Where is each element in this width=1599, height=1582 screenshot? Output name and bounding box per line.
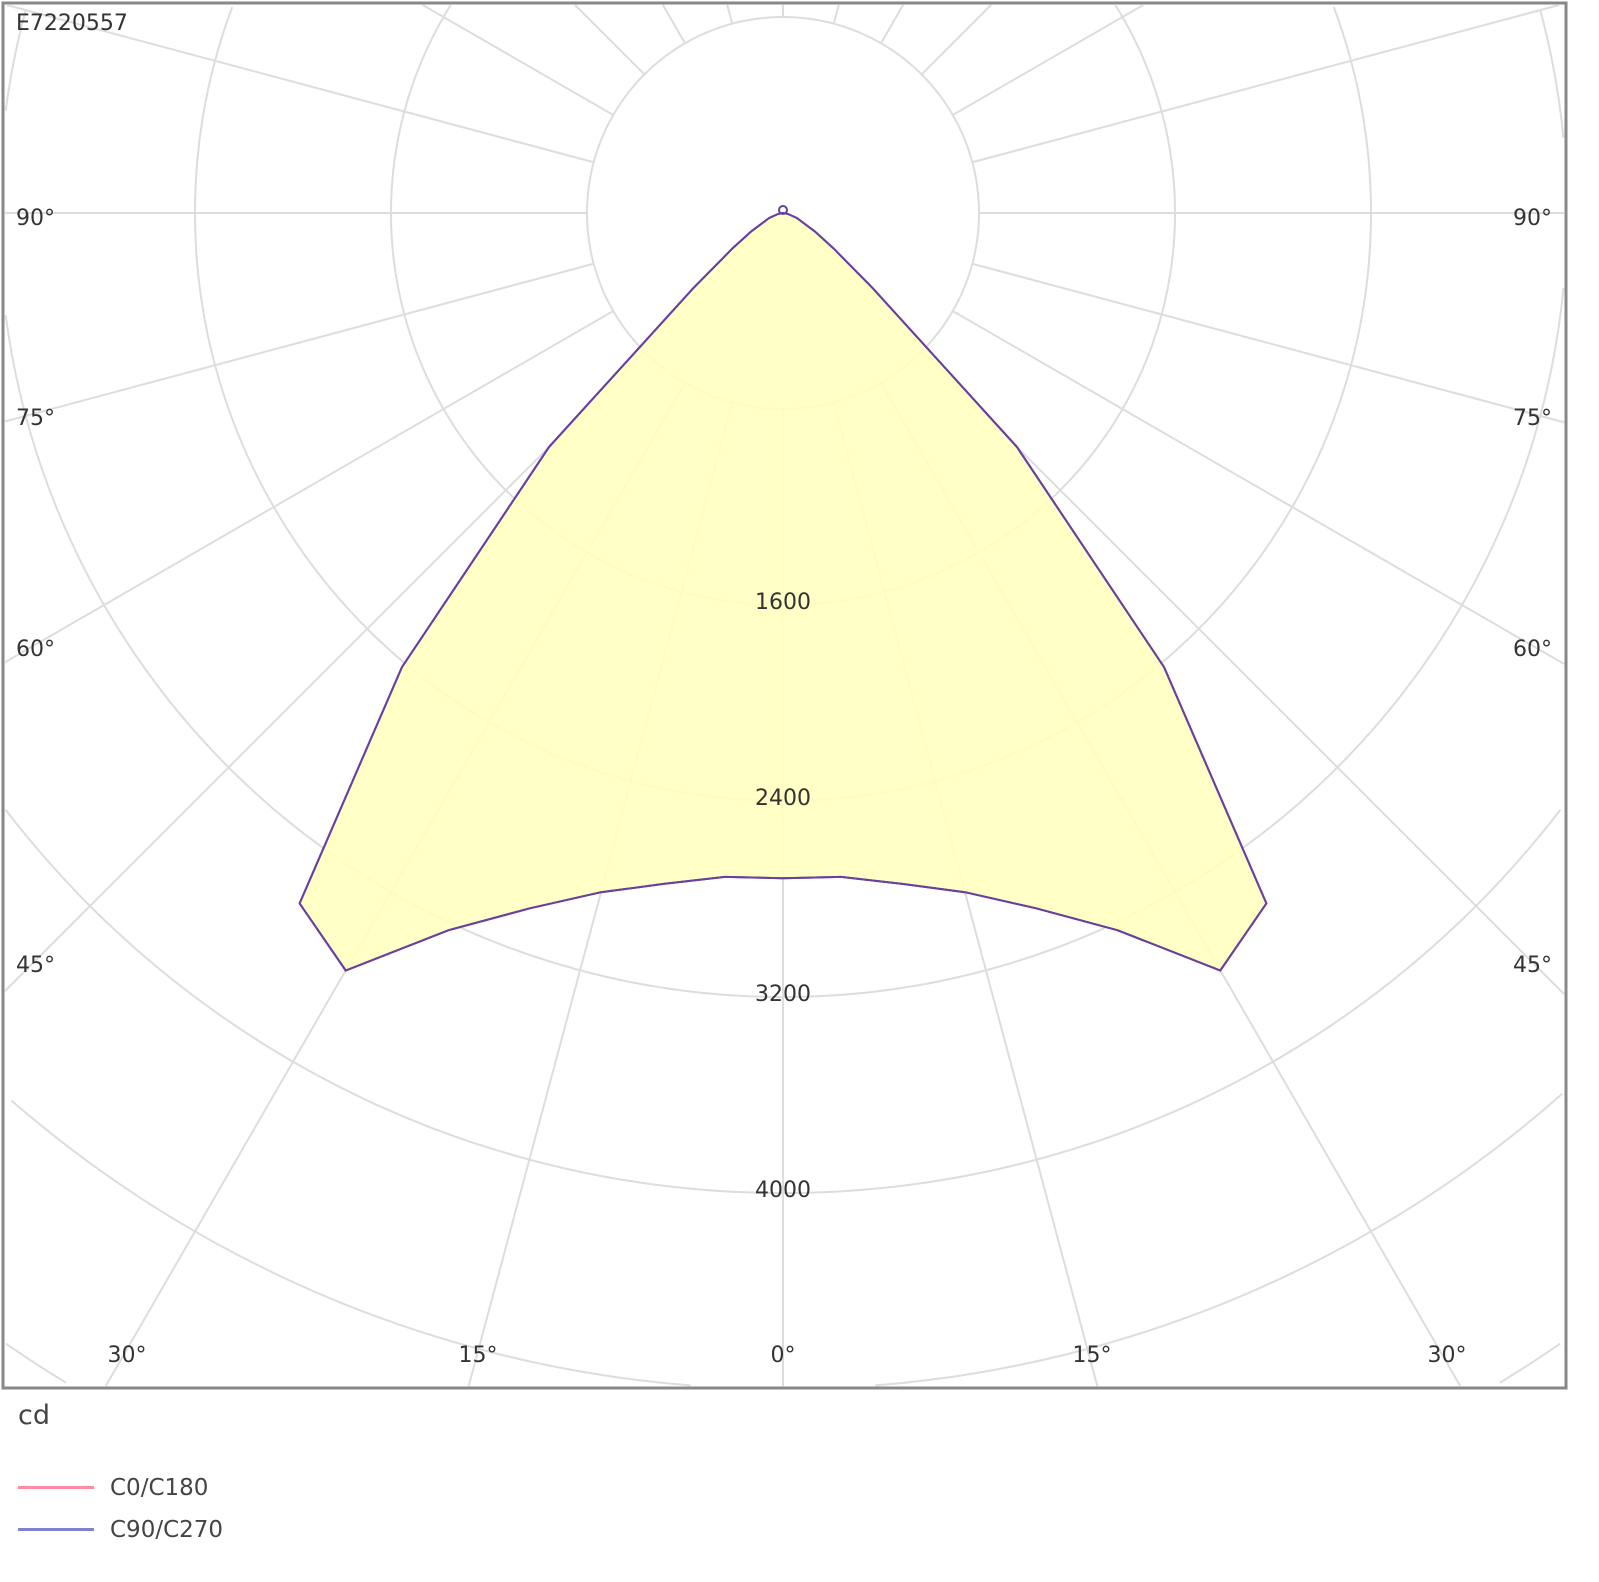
chart-title: E7220557 xyxy=(16,11,128,36)
angle-tick-label: 60° xyxy=(16,637,55,662)
grid-spoke xyxy=(4,310,614,664)
grid-spoke xyxy=(726,4,734,24)
angle-tick-label: 30° xyxy=(1428,1343,1467,1368)
angle-tick-label: 75° xyxy=(1513,406,1552,431)
radial-tick-label: 3200 xyxy=(755,982,811,1007)
radial-tick-label: 1600 xyxy=(755,590,811,615)
angle-tick-label: 90° xyxy=(16,206,55,231)
grid-spoke xyxy=(880,4,904,44)
grid-spoke xyxy=(4,262,594,423)
legend-swatch-c0 xyxy=(18,1486,94,1489)
grid-spoke xyxy=(952,4,1144,116)
angle-tick-label: 15° xyxy=(1073,1343,1112,1368)
grid-spoke xyxy=(6,4,594,164)
unit-label: cd xyxy=(18,1400,50,1431)
angle-tick-label: 45° xyxy=(16,953,55,978)
angle-tick-label: 75° xyxy=(16,406,55,431)
grid-spoke xyxy=(972,262,1565,424)
legend-label-c90: C90/C270 xyxy=(110,1517,224,1543)
angle-tick-label: 60° xyxy=(1513,637,1552,662)
grid-spoke xyxy=(952,310,1565,665)
radial-tick-label: 2400 xyxy=(755,786,811,811)
legend-swatch-c90 xyxy=(18,1528,94,1531)
grid-ring xyxy=(4,9,1565,998)
angle-tick-label: 0° xyxy=(771,1343,796,1368)
grid-spoke xyxy=(422,4,614,116)
grid-spoke xyxy=(4,350,646,992)
grid-spoke xyxy=(574,4,646,76)
angle-tick-label: 30° xyxy=(108,1343,147,1368)
grid-spoke xyxy=(920,4,992,76)
center-marker xyxy=(778,205,788,215)
angle-tick-label: 15° xyxy=(459,1343,498,1368)
grid-spoke xyxy=(832,4,840,24)
grid-ring xyxy=(5,1342,1561,1384)
grid-spoke xyxy=(972,4,1560,164)
grid-spoke xyxy=(920,350,1565,995)
legend-label-c0: C0/C180 xyxy=(110,1475,209,1501)
intensity-curve-c90-c270 xyxy=(298,211,1268,972)
polar-chart: 1600 2400 3200 4000 0° 15° 15° 30° 30° 45° 45° 60° 6… xyxy=(1,1,1568,1390)
angle-tick-label: 90° xyxy=(1513,206,1552,231)
grid-spoke xyxy=(662,4,686,44)
grid-ring xyxy=(4,808,1562,1194)
grid-ring xyxy=(10,1093,1563,1387)
radial-tick-label: 4000 xyxy=(755,1178,811,1203)
angle-tick-label: 45° xyxy=(1513,953,1552,978)
